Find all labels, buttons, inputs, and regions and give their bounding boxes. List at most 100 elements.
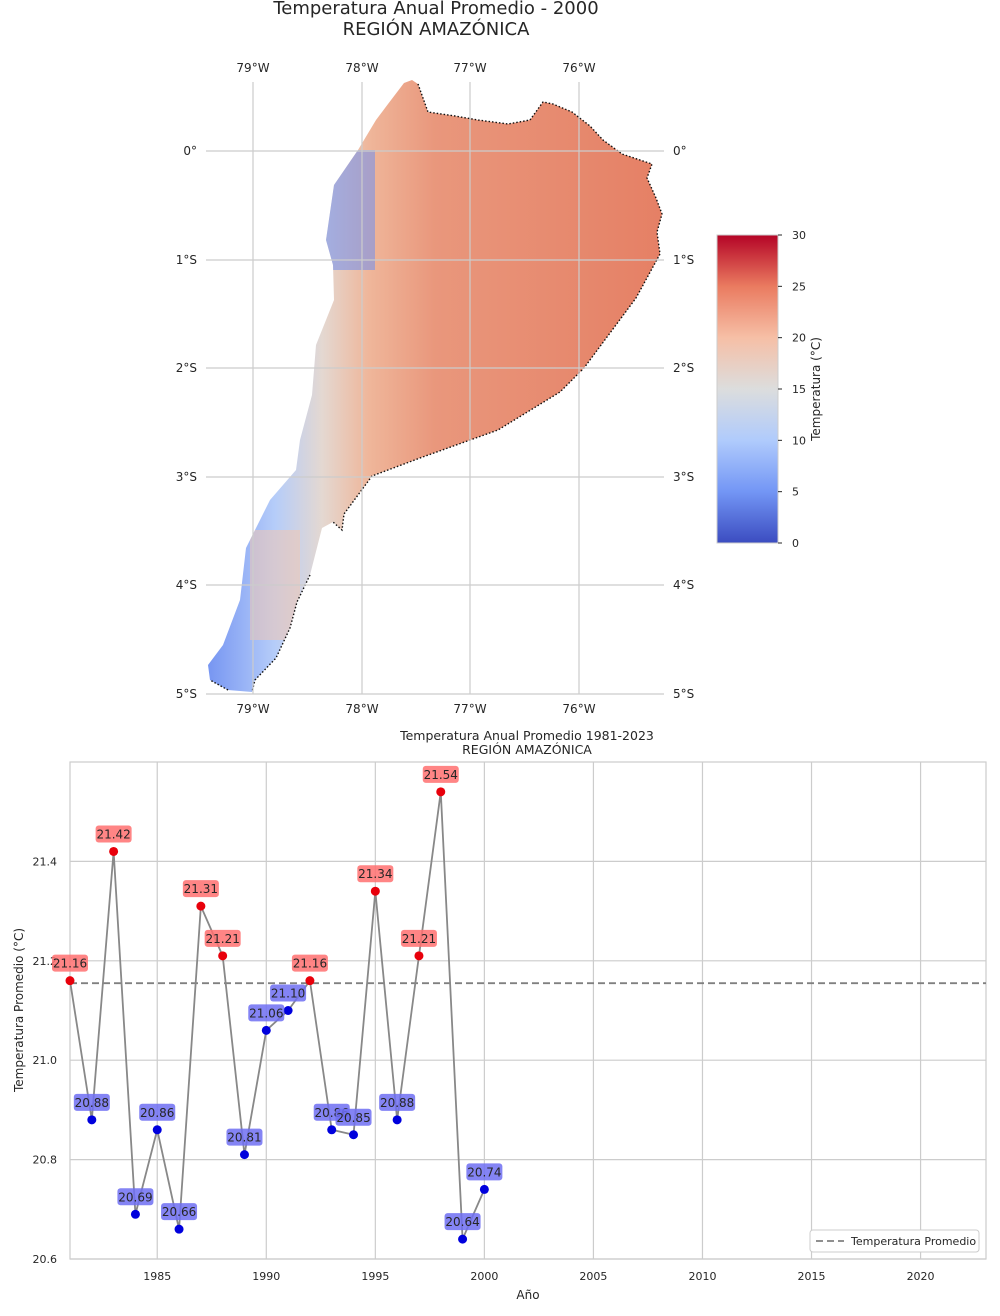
- point-below-mean: [87, 1115, 97, 1125]
- y-tick-label: 21.4: [33, 855, 58, 868]
- lat-label-right-1s: 1°S: [673, 253, 694, 267]
- data-label: 21.21: [205, 932, 239, 946]
- x-tick-label: 2005: [579, 1270, 607, 1283]
- data-label: 20.85: [336, 1111, 370, 1125]
- point-below-mean: [283, 1006, 293, 1015]
- data-label-box: [161, 1203, 198, 1221]
- lat-label-right-2s: 2°S: [673, 361, 694, 375]
- data-label: 21.06: [249, 1006, 283, 1020]
- lon-label-bottom-78w: 78°W: [345, 702, 378, 716]
- colorbar-tick-label: 5: [792, 486, 799, 499]
- data-label: 21.34: [358, 867, 392, 881]
- data-label: 21.21: [402, 932, 436, 946]
- y-tick-label: 21.0: [33, 1054, 58, 1067]
- map-title-line2: REGIÓN AMAZÓNICA: [343, 18, 530, 40]
- lon-label-bottom-79w: 79°W: [236, 702, 269, 716]
- lat-label-right-5s: 5°S: [673, 687, 694, 701]
- timeseries-panel: Temperatura Anual Promedio 1981-2023 REG…: [12, 728, 987, 1302]
- data-label-box: [422, 765, 459, 783]
- data-label-box: [117, 1188, 154, 1206]
- lon-label-top-78w: 78°W: [345, 61, 378, 75]
- region-boundary: [209, 83, 663, 693]
- x-tick-label: 1990: [252, 1270, 280, 1283]
- data-label: 20.69: [118, 1190, 152, 1204]
- lat-label-right-0: 0°: [673, 144, 687, 158]
- data-label-box: [357, 865, 394, 883]
- point-below-mean: [327, 1125, 337, 1135]
- x-tick-label: 2000: [470, 1270, 498, 1283]
- y-axis-label: Temperatura Promedio (°C): [12, 928, 26, 1093]
- data-label-box: [400, 929, 437, 947]
- data-label-box: [444, 1213, 481, 1231]
- data-label: 20.74: [467, 1165, 501, 1179]
- data-label-box: [291, 954, 328, 972]
- data-label: 21.16: [293, 957, 327, 971]
- colorbar-tick-label: 10: [792, 434, 806, 447]
- lat-label-right-3s: 3°S: [673, 470, 694, 484]
- colorbar-tick-label: 30: [792, 229, 806, 242]
- data-label-box: [52, 954, 88, 972]
- data-label-box: [335, 1108, 372, 1126]
- point-below-mean: [239, 1150, 249, 1160]
- data-label: 21.16: [53, 957, 87, 971]
- x-tick-label: 2015: [798, 1270, 826, 1283]
- point-above-mean: [109, 846, 119, 856]
- x-axis-label: Año: [516, 1288, 539, 1302]
- point-below-mean: [458, 1234, 468, 1244]
- lon-label-top-77w: 77°W: [453, 61, 486, 75]
- y-tick-label: 20.8: [33, 1154, 58, 1167]
- colorbar-ticks: 0 5 10 15 20 25 30: [778, 229, 806, 550]
- lat-label-left-5s: 5°S: [176, 687, 197, 701]
- x-tick-label: 1995: [361, 1270, 389, 1283]
- data-label: 21.31: [184, 882, 218, 896]
- ts-gridlines: [70, 762, 986, 1260]
- x-tick-label: 2010: [688, 1270, 716, 1283]
- lon-label-top-76w: 76°W: [562, 61, 595, 75]
- legend: Temperatura Promedio: [809, 1229, 980, 1253]
- point-above-mean: [414, 951, 424, 961]
- data-label-box: [226, 1128, 263, 1146]
- data-label-box: [466, 1163, 503, 1181]
- data-label: 20.66: [162, 1205, 196, 1219]
- data-label-box: [379, 1093, 416, 1111]
- data-labels: 21.16 20.88 21.42 20.69 20.86 20.66 21.31 21.21…: [52, 765, 503, 1231]
- data-label-box: [73, 1093, 110, 1111]
- point-below-mean: [479, 1184, 489, 1194]
- point-above-mean: [218, 951, 228, 961]
- y-tick-label: 21.2: [33, 955, 58, 968]
- lat-label-left-4s: 4°S: [176, 578, 197, 592]
- data-label: 20.88: [380, 1096, 414, 1110]
- y-tick-label: 20.6: [33, 1253, 58, 1266]
- colorbar-tick-label: 20: [792, 332, 806, 345]
- legend-mean-label: Temperatura Promedio: [850, 1235, 976, 1248]
- data-label-box: [248, 1004, 285, 1022]
- colorbar: 0 5 10 15 20 25 30 Temperatura (°C): [716, 229, 823, 550]
- point-above-mean: [436, 787, 446, 797]
- point-below-mean: [152, 1125, 162, 1135]
- lat-label-left-2s: 2°S: [176, 361, 197, 375]
- colorbar-tick-label: 15: [792, 383, 806, 396]
- map-gridlines: [206, 82, 664, 695]
- colorbar-tick-label: 25: [792, 280, 806, 293]
- temperature-field: [208, 80, 662, 692]
- point-below-mean: [174, 1224, 184, 1234]
- x-tick-label: 1985: [143, 1270, 171, 1283]
- lon-label-bottom-76w: 76°W: [562, 702, 595, 716]
- map-title-line1: Temperatura Anual Promedio - 2000: [272, 0, 598, 19]
- series-points: [65, 787, 489, 1244]
- lat-label-left-1s: 1°S: [176, 253, 197, 267]
- lat-label-left-3s: 3°S: [176, 470, 197, 484]
- data-label-box: [139, 1103, 176, 1121]
- point-below-mean: [392, 1115, 402, 1125]
- lat-label-right-4s: 4°S: [673, 578, 694, 592]
- colorbar-tick-label: 0: [792, 537, 799, 550]
- colorbar-label: Temperatura (°C): [809, 337, 823, 442]
- colorbar-gradient: [716, 234, 779, 544]
- point-above-mean: [196, 901, 206, 911]
- data-label: 20.64: [445, 1215, 479, 1229]
- map-panel: Temperatura Anual Promedio - 2000 REGIÓN…: [176, 0, 823, 716]
- plot-area: [69, 761, 987, 1260]
- temperature-field-cold-highlands: [300, 150, 375, 270]
- x-tick-label: 2020: [907, 1270, 935, 1283]
